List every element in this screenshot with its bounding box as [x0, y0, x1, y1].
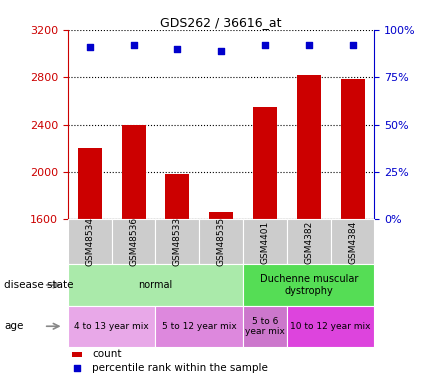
Text: 5 to 6
year mix: 5 to 6 year mix: [245, 316, 285, 336]
Text: GSM4401: GSM4401: [261, 220, 269, 264]
Point: [130, 42, 137, 48]
Text: percentile rank within the sample: percentile rank within the sample: [92, 363, 268, 373]
Text: Duchenne muscular
dystrophy: Duchenne muscular dystrophy: [260, 274, 358, 296]
Title: GDS262 / 36616_at: GDS262 / 36616_at: [160, 16, 282, 29]
Text: disease state: disease state: [4, 280, 74, 290]
Point: [218, 48, 225, 54]
Text: GSM4384: GSM4384: [348, 220, 357, 264]
Text: GSM48533: GSM48533: [173, 217, 182, 266]
Bar: [122, 124, 145, 219]
Point: [86, 44, 93, 50]
Bar: [341, 78, 364, 219]
Point: [261, 42, 268, 48]
Point: [174, 46, 181, 52]
Text: GSM48535: GSM48535: [217, 217, 226, 266]
Text: count: count: [92, 350, 121, 359]
Bar: [297, 75, 321, 219]
Text: GSM48534: GSM48534: [85, 217, 94, 266]
Point: [74, 365, 81, 371]
Text: 10 to 12 year mix: 10 to 12 year mix: [290, 322, 371, 331]
Point: [305, 42, 312, 48]
Text: normal: normal: [138, 280, 173, 290]
Text: 4 to 13 year mix: 4 to 13 year mix: [74, 322, 149, 331]
Text: 5 to 12 year mix: 5 to 12 year mix: [162, 322, 237, 331]
Bar: [253, 107, 277, 219]
Bar: [209, 212, 233, 219]
Text: age: age: [4, 321, 24, 331]
Point: [349, 42, 356, 48]
Bar: [166, 174, 190, 219]
Bar: [78, 148, 102, 219]
Text: GSM48536: GSM48536: [129, 217, 138, 266]
Text: GSM4382: GSM4382: [304, 220, 313, 264]
